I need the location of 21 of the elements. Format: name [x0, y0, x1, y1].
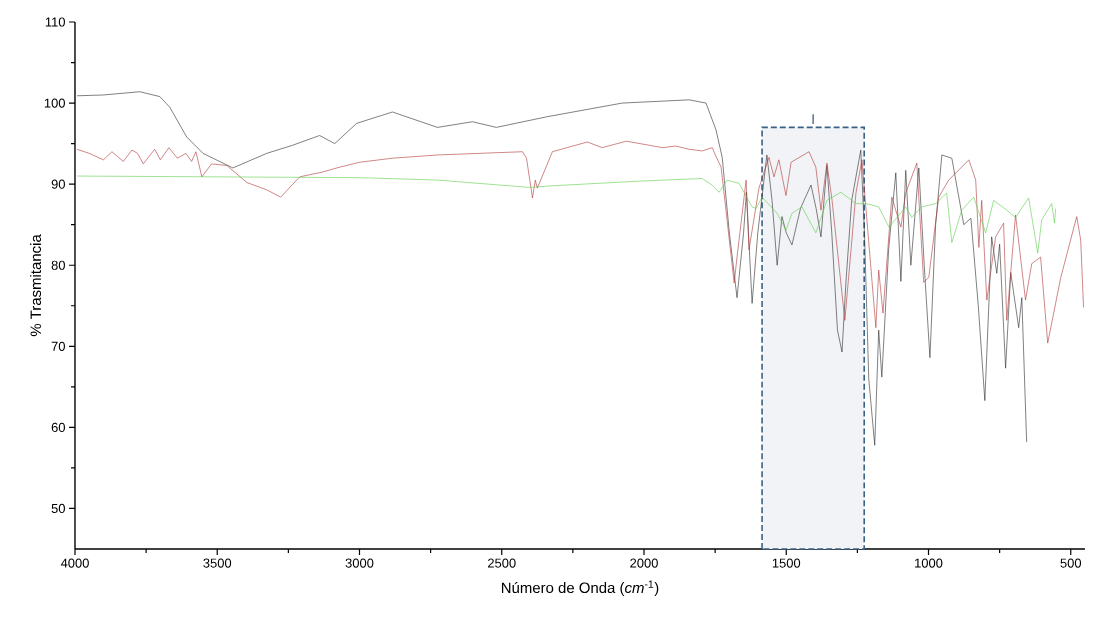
- y-tick-label: 80: [51, 260, 65, 270]
- line-series: [76, 175, 1056, 254]
- x-tick-label: 3500: [203, 558, 232, 568]
- line-series: [76, 91, 1027, 446]
- line-series: [76, 140, 1084, 344]
- x-tick-label: 3000: [345, 558, 374, 568]
- y-tick-label: 90: [51, 179, 65, 189]
- y-axis-title: % Trasmitancia: [30, 234, 42, 337]
- x-tick-label: 2500: [488, 558, 516, 568]
- band-label: I: [812, 114, 814, 124]
- y-tick-label: 70: [51, 341, 65, 351]
- x-tick-label: 4000: [60, 558, 89, 568]
- y-tick-label: 50: [51, 503, 65, 514]
- y-tick-label: 100: [44, 98, 65, 108]
- x-axis-title: Número de Onda (cm$^{-1}$): [501, 580, 659, 596]
- x-tick-label: 2000: [630, 558, 658, 568]
- y-tick-label: 60: [51, 422, 65, 432]
- x-tick-label: 500: [1060, 558, 1082, 568]
- x-tick-label: 1500: [772, 558, 801, 568]
- x-tick-label: 1000: [915, 558, 943, 568]
- y-tick-label: 110: [45, 17, 65, 27]
